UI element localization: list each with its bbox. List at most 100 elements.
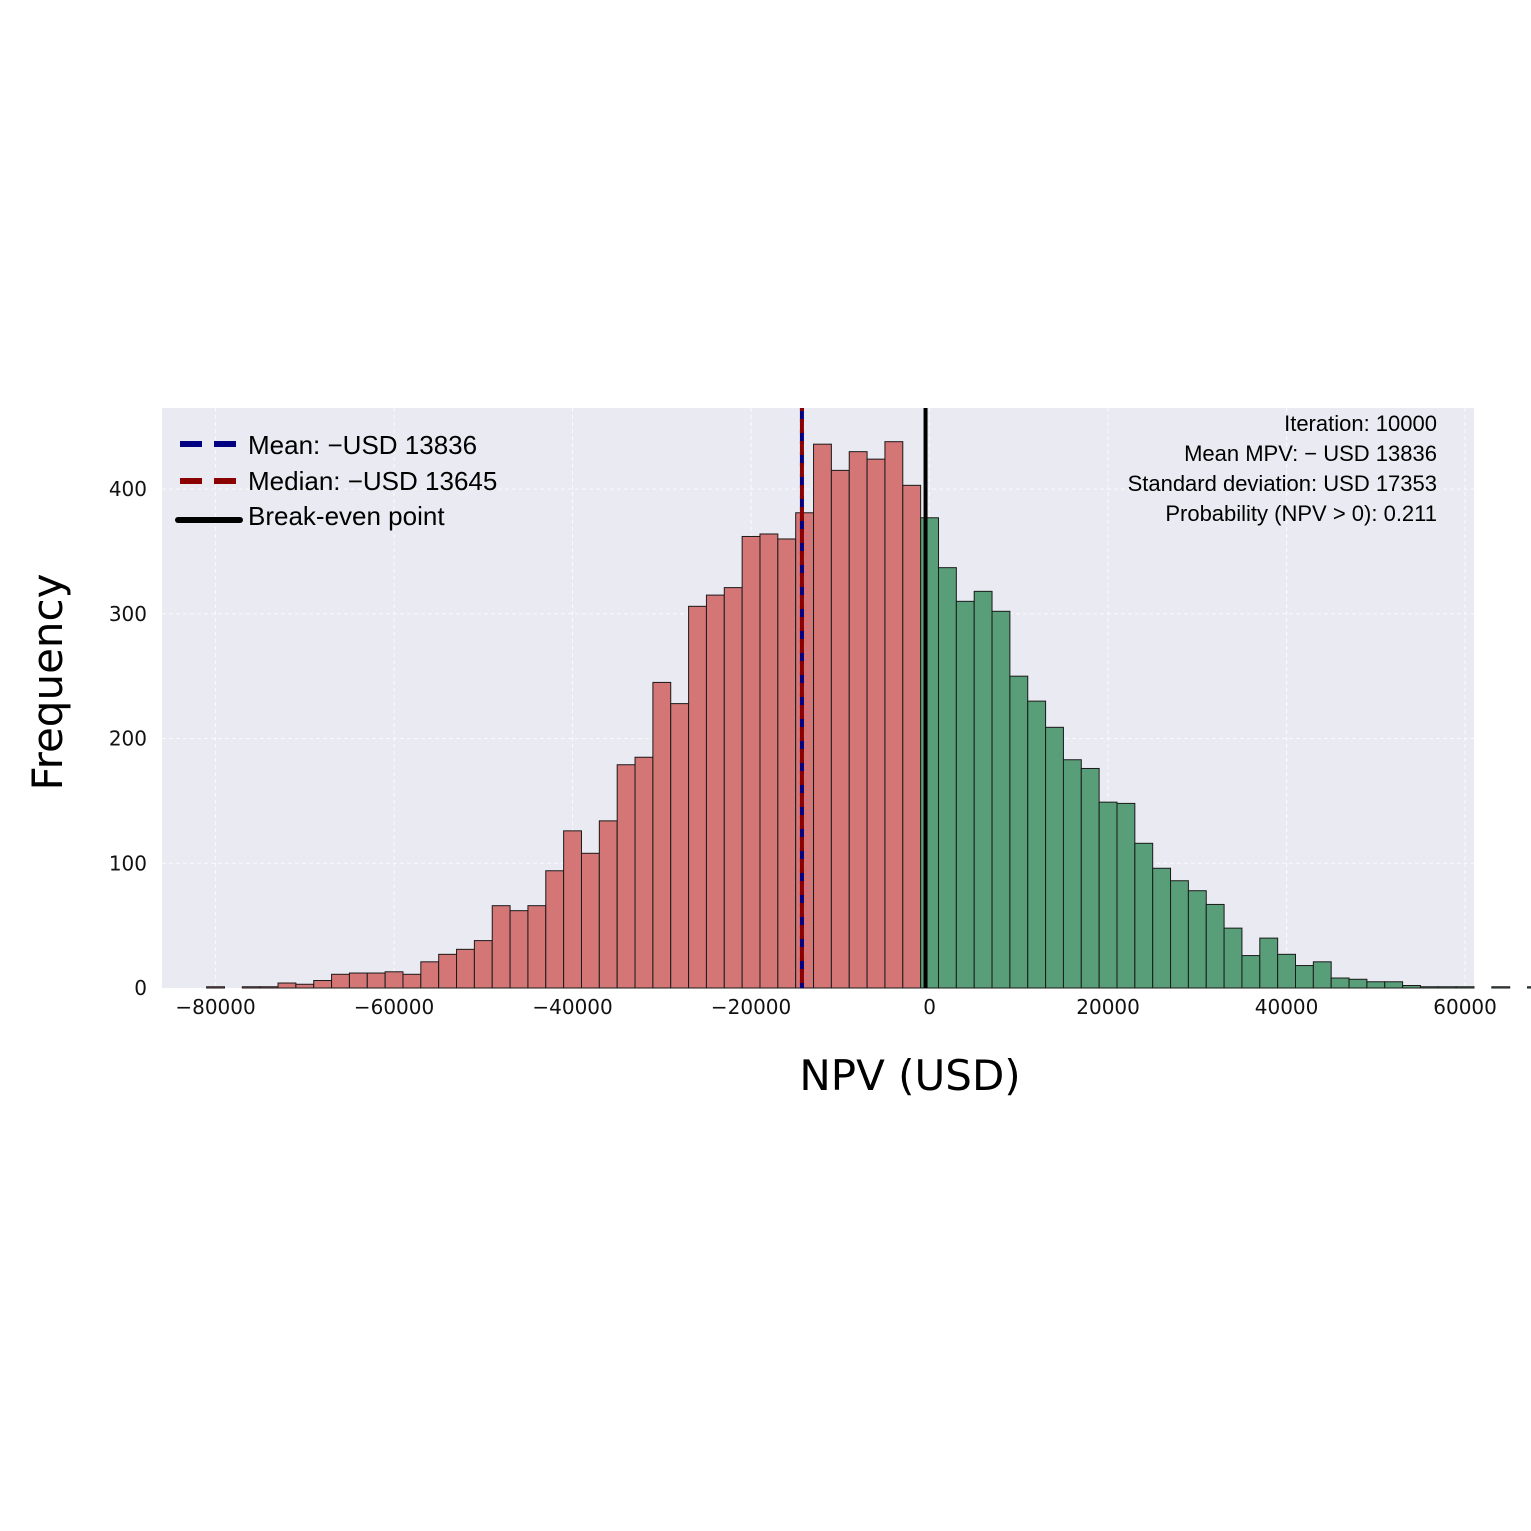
y-axis-label: Frequency [23, 574, 72, 791]
histogram-bar-11 [402, 973, 422, 989]
histogram-bar-51 [1116, 802, 1136, 989]
histogram-bar-36 [848, 451, 868, 989]
histogram-bar-14 [456, 948, 475, 989]
histogram-bar-42 [955, 600, 975, 989]
histogram-bars [206, 441, 1531, 989]
histogram-bar-28 [705, 594, 725, 989]
stat-probability: Probability (NPV > 0): 0.211 [1165, 501, 1437, 526]
histogram-bar-17 [509, 910, 529, 989]
x-tick-label-7: 60000 [1433, 995, 1497, 1019]
histogram-bar-46 [1027, 700, 1047, 989]
histogram-bar-64 [1348, 978, 1368, 989]
histogram-bar-31 [759, 533, 779, 989]
histogram-bar-74 [1527, 986, 1531, 989]
histogram-bar-67 [1402, 985, 1421, 989]
statistics-annotation: Iteration: 10000 Mean MPV: − USD 13836 S… [1128, 411, 1437, 526]
histogram-bar-29 [723, 587, 743, 989]
histogram-bar-6 [313, 980, 333, 989]
histogram-bar-41 [937, 567, 957, 989]
x-tick-label-3: −20000 [711, 995, 791, 1019]
y-tick-label-0: 0 [134, 976, 147, 1000]
histogram-bar-66 [1384, 981, 1404, 989]
x-tick-label-5: 20000 [1076, 995, 1140, 1019]
histogram-bar-20 [563, 830, 582, 989]
histogram-bar-55 [1187, 890, 1207, 989]
y-tick-label-3: 300 [109, 602, 147, 626]
histogram-bar-43 [973, 590, 993, 989]
histogram-bar-4 [277, 982, 297, 989]
histogram-bar-56 [1205, 903, 1225, 989]
x-tick-label-6: 40000 [1255, 995, 1319, 1019]
histogram-bar-69 [1437, 986, 1457, 989]
histogram-bar-52 [1134, 842, 1154, 989]
histogram-bar-18 [527, 905, 547, 989]
y-axis-ticks: 0 100 200 300 400 [109, 477, 147, 1000]
stat-iteration: Iteration: 10000 [1284, 411, 1437, 436]
legend-median-label: Median: −USD 13645 [248, 466, 497, 496]
histogram-bar-47 [1045, 726, 1064, 989]
histogram-bar-61 [1294, 965, 1314, 989]
histogram-bar-35 [830, 469, 850, 989]
histogram-bar-44 [991, 610, 1011, 989]
legend-breakeven-label: Break-even point [248, 501, 445, 531]
x-axis-label: NPV (USD) [799, 1051, 1020, 1100]
histogram-bar-62 [1312, 961, 1332, 989]
histogram-bar-40 [920, 517, 939, 989]
histogram-bar-65 [1366, 981, 1386, 989]
histogram-bar-37 [866, 458, 886, 989]
histogram-bar-39 [902, 484, 922, 989]
histogram-bar-8 [348, 972, 368, 989]
y-tick-label-4: 400 [109, 477, 147, 501]
histogram-bar-26 [670, 703, 690, 989]
x-tick-label-4: 0 [923, 995, 936, 1019]
histogram-bar-58 [1241, 955, 1261, 989]
stat-std-dev: Standard deviation: USD 17353 [1128, 471, 1437, 496]
histogram-bar-23 [616, 764, 636, 989]
histogram-bar-9 [366, 972, 386, 989]
histogram-bar-7 [331, 973, 350, 989]
histogram-bar-45 [1009, 675, 1029, 989]
histogram-bar-72 [1491, 986, 1511, 989]
histogram-bar-68 [1419, 986, 1439, 989]
histogram-bar-3 [259, 986, 279, 989]
x-axis-ticks: −80000 −60000 −40000 −20000 0 20000 40000 60000 [175, 995, 1497, 1019]
histogram-bar-2 [241, 986, 261, 989]
histogram-bar-13 [438, 953, 458, 989]
histogram-bar-10 [384, 971, 404, 989]
histogram-bar-70 [1455, 986, 1475, 989]
histogram-bar-15 [473, 940, 493, 989]
legend: Mean: −USD 13836 Median: −USD 13645 Brea… [175, 430, 497, 531]
histogram-bar-54 [1170, 880, 1189, 989]
histogram-bar-16 [491, 905, 511, 989]
histogram-bar-57 [1223, 927, 1243, 989]
histogram-bar-60 [1277, 953, 1296, 989]
histogram-bar-50 [1098, 801, 1118, 989]
histogram-bar-33 [795, 512, 815, 989]
histogram-bar-48 [1062, 759, 1082, 989]
histogram-bar-34 [813, 443, 832, 989]
histogram-bar-22 [598, 820, 618, 989]
x-tick-label-2: −40000 [532, 995, 612, 1019]
histogram-bar-19 [545, 870, 565, 989]
x-tick-label-1: −60000 [354, 995, 434, 1019]
x-tick-label-0: −80000 [175, 995, 255, 1019]
histogram-bar-53 [1152, 867, 1172, 989]
histogram-bar-32 [777, 538, 797, 989]
histogram-bar-38 [884, 441, 904, 989]
histogram-bar-5 [295, 983, 315, 989]
legend-mean-label: Mean: −USD 13836 [248, 430, 477, 460]
y-tick-label-1: 100 [109, 851, 147, 875]
histogram-bar-30 [741, 535, 761, 989]
histogram-bar-49 [1080, 767, 1100, 989]
reference-lines [799, 408, 928, 988]
histogram-bar-25 [652, 681, 672, 989]
histogram-bar-59 [1259, 937, 1279, 989]
stat-mean: Mean MPV: − USD 13836 [1184, 441, 1437, 466]
histogram-bar-12 [420, 961, 440, 989]
histogram-bar-0 [206, 986, 225, 989]
histogram-bar-27 [688, 605, 707, 989]
histogram-bar-21 [580, 852, 600, 989]
histogram-bar-63 [1330, 977, 1350, 989]
y-tick-label-2: 200 [109, 727, 147, 751]
